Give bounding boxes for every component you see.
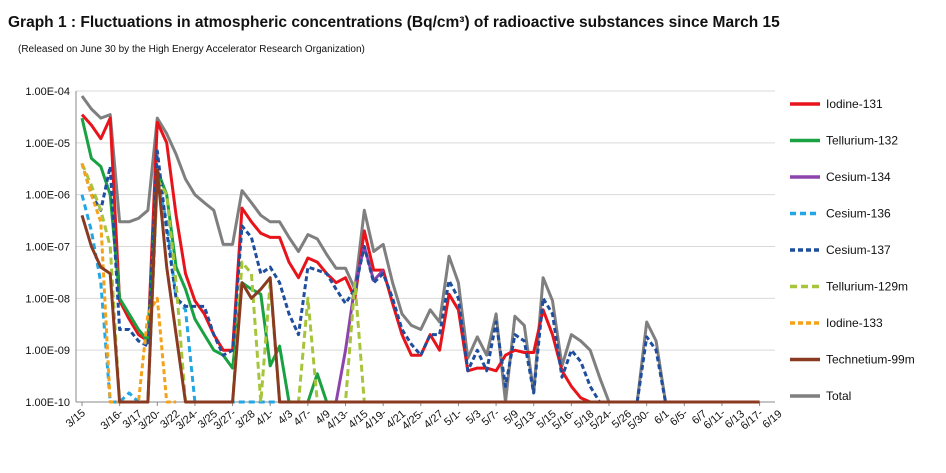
x-tick-label: 6/11-6/13 — [702, 398, 747, 442]
x-tick-label: 4/25-4/27 — [400, 398, 446, 442]
x-tick-label: 5/13-5/15 — [513, 398, 559, 442]
x-tick-label-line1: 4/1- — [254, 407, 276, 429]
y-tick-label: 1.00E-10 — [25, 397, 70, 409]
x-tick-label: 4/7-4/9 — [292, 398, 333, 438]
x-tick-label: 5/7-5/9 — [480, 398, 521, 438]
x-tick-label-line1: 6/11- — [702, 407, 729, 432]
x-tick-label: 3/20-3/22 — [136, 398, 182, 442]
x-tick-label-line1: 4/7- — [292, 407, 314, 429]
x-tick-label: 6/5-6/7 — [668, 398, 709, 438]
plot-series — [80, 95, 760, 404]
series-line-iodine-131 — [80, 113, 591, 404]
legend-label-cesium-134: Cesium-134 — [826, 170, 891, 184]
legend-label-total: Total — [826, 389, 851, 403]
x-tick-label: 4/13-4/15 — [325, 398, 371, 442]
y-tick-label: 1.00E-05 — [25, 138, 70, 150]
x-tick-label-line2: 6/19 — [760, 408, 784, 431]
legend-label-cesium-136: Cesium-136 — [826, 207, 891, 221]
legend-label-iodine-133: Iodine-133 — [826, 316, 883, 330]
legend-label-iodine-131: Iodine-131 — [826, 97, 883, 111]
x-tick-label: 5/24-5/26 — [588, 398, 634, 442]
legend-label-tellurium-132: Tellurium-132 — [826, 134, 898, 148]
series-line-total — [80, 95, 675, 404]
chart-subtitle: (Released on June 30 by the High Energy … — [18, 44, 365, 55]
y-tick-label: 1.00E-09 — [25, 345, 70, 357]
x-tick-label: 5/30-6/1 — [626, 398, 672, 442]
legend-label-tellurium-129m: Tellurium-129m — [826, 280, 908, 294]
x-tick-label: 5/1-5/3 — [442, 398, 483, 438]
y-tick-label: 1.00E-06 — [25, 190, 70, 202]
x-tick-label-line1: 6/5- — [668, 407, 690, 429]
y-tick-label: 1.00E-07 — [25, 242, 70, 254]
y-tick-label: 1.00E-08 — [25, 293, 70, 305]
legend-label-technetium-99m: Technetium-99m — [826, 353, 915, 367]
series-line-cesium-137 — [80, 149, 667, 404]
series-line-cesium-134 — [334, 245, 385, 403]
x-tick-label-line1: 3/15 — [64, 407, 88, 430]
x-tick-label-line1: 5/30- — [626, 407, 653, 433]
legend-label-cesium-137: Cesium-137 — [826, 243, 891, 257]
legend: Iodine-131 Tellurium-132 Cesium-134 Cesium-… — [790, 97, 915, 403]
x-tick-label: 3/24-3/25 — [174, 398, 220, 442]
x-tick-label-line1: 5/1- — [442, 407, 464, 429]
x-tick-label: 3/15 — [64, 407, 88, 430]
x-tick-label: 4/19-4/21 — [362, 398, 408, 442]
x-tick-label: 3/16-3/17 — [99, 398, 145, 442]
x-tick-label: 3/27-3/28 — [212, 398, 258, 442]
chart-title: Graph 1 : Fluctuations in atmospheric co… — [8, 14, 780, 31]
series-line-technetium-99m — [80, 168, 760, 404]
x-tick-label: 6/17-6/19 — [739, 398, 785, 442]
series-line-tellurium-129m — [80, 162, 366, 404]
y-tick-label: 1.00E-04 — [25, 86, 70, 98]
x-tick-label: 5/16-5/18 — [550, 398, 596, 442]
series-line-tellurium-132 — [80, 117, 329, 404]
x-tick-label: 4/1-4/3 — [254, 398, 295, 438]
x-tick-label-line1: 5/7- — [480, 407, 502, 429]
